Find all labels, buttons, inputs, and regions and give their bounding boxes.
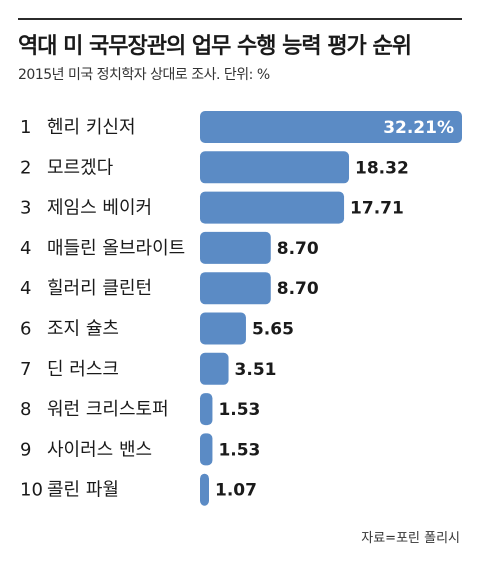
value-label: 1.53 (218, 440, 260, 460)
rank-label: 3 (20, 198, 31, 219)
category-label: 매들린 올브라이트 (47, 238, 185, 259)
category-label: 콜린 파월 (47, 480, 119, 501)
bar (200, 473, 209, 506)
value-label: 3.51 (235, 360, 277, 380)
value-label: 1.07 (215, 481, 257, 501)
rank-label: 10 (20, 480, 43, 501)
bar (200, 272, 271, 305)
rank-label: 2 (20, 157, 31, 178)
bar (200, 111, 462, 143)
bar (200, 312, 246, 345)
rank-label: 1 (20, 117, 31, 138)
rank-label: 6 (20, 319, 31, 340)
value-label: 5.65 (252, 320, 294, 340)
source-note: 자료=포린 폴리시 (361, 531, 460, 546)
category-label: 헨리 키신저 (47, 117, 136, 138)
rank-label: 4 (20, 278, 31, 299)
category-label: 사이러스 밴스 (47, 439, 152, 460)
rank-label: 7 (20, 359, 31, 380)
category-label: 워런 크리스토퍼 (47, 399, 169, 420)
category-label: 모르겠다 (47, 157, 114, 178)
category-label: 딘 러스크 (47, 359, 119, 380)
top-rule (18, 18, 462, 20)
value-label: 8.70 (277, 239, 319, 259)
value-label: 1.53 (218, 400, 260, 420)
rank-label: 8 (20, 399, 31, 420)
bar (200, 352, 229, 385)
chart-title: 역대 미 국무장관의 업무 수행 능력 평가 순위 (18, 34, 412, 59)
chart-subtitle: 2015년 미국 정치학자 상대로 조사. 단위: % (18, 67, 270, 83)
value-label: 8.70 (277, 279, 319, 299)
bar (200, 151, 350, 184)
value-label: 32.21% (383, 118, 454, 138)
value-label: 17.71 (350, 199, 404, 219)
rank-label: 9 (20, 439, 31, 460)
category-label: 힐러리 클린턴 (47, 278, 152, 299)
value-label: 18.32 (355, 158, 409, 178)
bar (200, 231, 271, 264)
bar (200, 191, 345, 224)
category-label: 제임스 베이커 (47, 198, 152, 219)
category-label: 조지 슐츠 (47, 319, 119, 340)
rank-label: 4 (20, 238, 31, 259)
bar (200, 433, 213, 466)
bar (200, 393, 213, 426)
